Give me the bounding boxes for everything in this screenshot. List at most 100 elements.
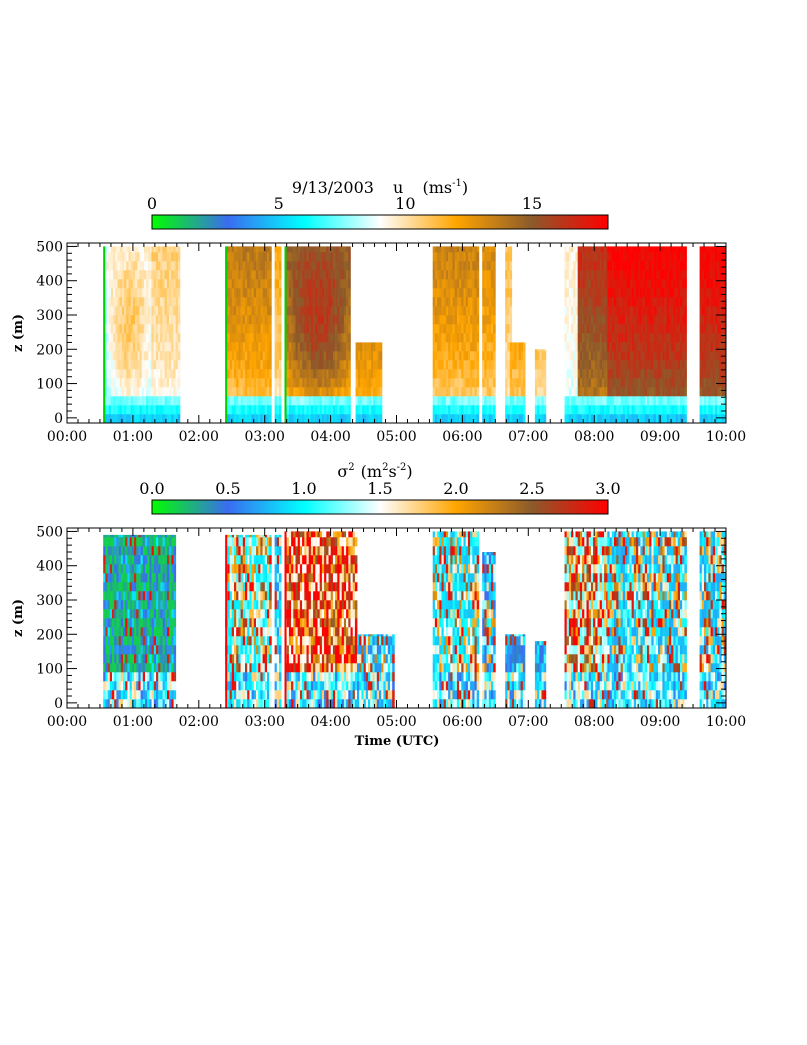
heatmap-cell [156,618,159,628]
heatmap-cell [715,324,718,334]
heatmap-cell [375,369,378,379]
heatmap-cell [106,306,109,316]
heatmap-cell [162,414,165,424]
heatmap-cell [633,306,637,316]
heatmap-cell [491,270,494,280]
heatmap-cell [153,306,157,316]
heatmap-cell [125,537,128,547]
heatmap-cell [625,246,628,253]
heatmap-cell [286,369,290,379]
heatmap-cell [484,306,487,316]
heatmap-cell [238,246,241,253]
heatmap-cell [593,324,596,334]
heatmap-cell [622,246,626,253]
heatmap-cell [119,342,123,352]
heatmap-cell [450,387,453,397]
heatmap-cell [507,405,510,415]
heatmap-cell [601,297,605,307]
heatmap-cell [721,252,725,262]
heatmap-cell [145,636,148,646]
heatmap-cell [166,414,170,424]
heatmap-cell [302,315,305,325]
heatmap-cell [262,261,266,271]
heatmap-cell [171,573,174,583]
heatmap-cell [597,279,600,289]
heatmap-cell [249,405,252,415]
heatmap-cell [662,315,665,325]
heatmap-cell [125,654,128,664]
heatmap-cell [482,369,485,379]
heatmap-cell [360,369,363,379]
heatmap-cell [588,378,592,388]
heatmap-cell [177,279,181,289]
heatmap-cell [304,414,307,424]
heatmap-cell [134,537,137,547]
heatmap-cell [115,405,118,415]
heatmap-cell [445,396,449,406]
heatmap-cell [622,387,626,397]
heatmap-cell [625,306,628,316]
heatmap-cell [631,342,635,352]
heatmap-cell [129,672,133,682]
heatmap-cell [582,396,585,406]
heatmap-cell [666,315,670,325]
x-tick-label: 09:00 [640,429,680,445]
heatmap-cell [151,618,155,628]
heatmap-cell [242,297,246,307]
heatmap-cell [229,537,233,547]
heatmap-cell [360,342,363,352]
heatmap-cell [488,270,492,280]
heatmap-cell [129,582,133,592]
heatmap-cell [175,306,179,316]
heatmap-cell [439,297,442,307]
heatmap-cell [134,546,137,556]
heatmap-cell [609,369,613,379]
heatmap-cell [117,369,120,379]
heatmap-cell [566,306,570,316]
heatmap-cell [669,351,672,361]
heatmap-cell [597,324,600,334]
heatmap-cell [110,324,114,334]
heatmap-cell [142,690,146,700]
heatmap-cell [276,405,280,415]
heatmap-cell [153,699,157,709]
heatmap-cell [134,534,137,538]
heatmap-cell [432,387,436,397]
heatmap-cell [644,324,648,334]
heatmap-cell [245,252,248,262]
heatmap-cell [677,360,681,370]
heatmap-cell [629,297,632,307]
heatmap-cell [328,315,331,325]
heatmap-cell [295,252,298,262]
heatmap-cell [162,555,166,565]
heatmap-cell [267,315,270,325]
heatmap-cell [117,405,120,415]
heatmap-cell [236,315,239,325]
heatmap-cell [128,306,131,316]
heatmap-cell [664,279,668,289]
heatmap-cell [649,252,652,262]
heatmap-cell [112,573,115,583]
heatmap-cell [169,342,172,352]
heatmap-cell [267,297,270,307]
heatmap-cell [127,600,130,610]
heatmap-cell [579,387,583,397]
heatmap-cell [274,414,278,424]
heatmap-cell [332,387,336,397]
heatmap-cell [264,261,268,271]
heatmap-cell [238,405,241,415]
heatmap-cell [153,297,157,307]
heatmap-cell [106,414,109,424]
heatmap-cell [107,699,111,709]
heatmap-cell [488,315,492,325]
heatmap-cell [269,333,272,343]
heatmap-cell [158,672,161,682]
heatmap-cell [264,351,268,361]
heatmap-cell [105,600,108,610]
heatmap-cell [579,378,583,388]
heatmap-cell [450,324,453,334]
heatmap-cell [611,333,615,343]
heatmap-cell [607,297,610,307]
heatmap-cell [588,306,592,316]
heatmap-cell [113,387,116,397]
